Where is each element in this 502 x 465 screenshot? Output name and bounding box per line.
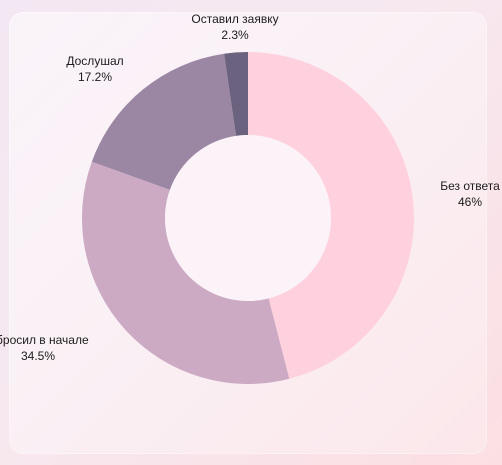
slice-сбросил-в-начале	[81, 161, 290, 384]
slice-без-ответа	[248, 52, 414, 379]
slice-label-без-ответа: Без ответа	[440, 179, 500, 193]
slice-value-сбросил-в-начале: 34.5%	[21, 349, 55, 363]
slice-label-дослушал: Дослушал	[66, 54, 123, 68]
slice-оставил-заявку	[224, 52, 248, 136]
donut-slices	[81, 52, 414, 384]
donut-labels: Без ответа 46% Сбросил в начале 34.5% Дослуш…	[0, 12, 500, 363]
slice-дослушал	[91, 53, 237, 190]
slice-label-оставил-заявку: Оставил заявку	[191, 12, 278, 26]
slice-value-дослушал: 17.2%	[78, 70, 112, 84]
slice-value-без-ответа: 46%	[458, 195, 482, 209]
donut-hole	[165, 135, 331, 301]
slice-value-оставил-заявку: 2.3%	[221, 28, 249, 42]
slice-label-сбросил-в-начале: Сбросил в начале	[0, 333, 89, 347]
